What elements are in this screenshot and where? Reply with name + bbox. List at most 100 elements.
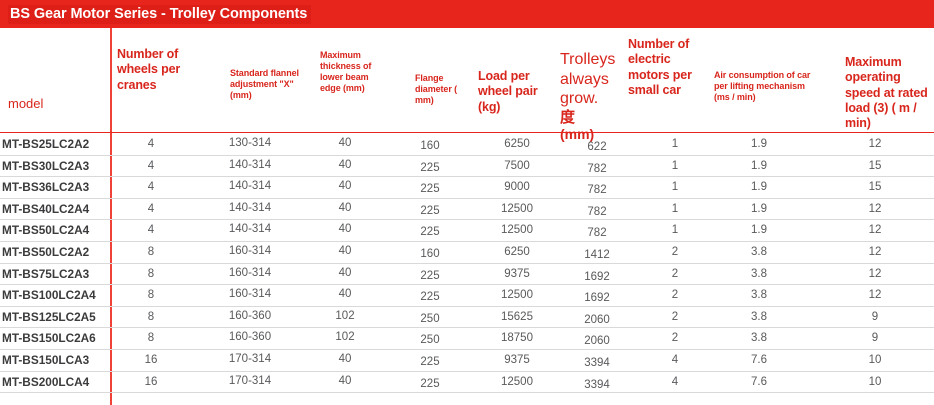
cell-wheels: 4 <box>147 138 155 150</box>
cell-model: MT-BS100LC2A4 <box>2 288 96 303</box>
cell-air: 3.8 <box>751 267 767 280</box>
cell-air: 7.6 <box>751 375 767 388</box>
column-header-load-per-wheel-pair: Load per wheel pair (kg) <box>478 69 538 114</box>
cell-grow: 782 <box>587 227 607 240</box>
column-header-grow-cjk-glyph: 度 <box>560 108 576 126</box>
cell-model: MT-BS36LC2A3 <box>2 180 90 195</box>
cell-motors: 1 <box>671 202 679 215</box>
table-body: MT-BS25LC2A2 4 130-314 40 160 6250 622 1 1.9 12 MT… <box>0 134 934 394</box>
cell-motors: 2 <box>671 310 679 323</box>
cell-load: 6250 <box>504 245 530 258</box>
cell-motors: 1 <box>671 224 679 237</box>
cell-model: MT-BS200LCA4 <box>2 374 90 389</box>
cell-thickness: 40 <box>338 201 352 214</box>
cell-flange: 225 <box>420 269 440 282</box>
cell-load: 7500 <box>504 159 530 172</box>
cell-wheels: 4 <box>147 224 155 237</box>
cell-flannel: 160-314 <box>228 244 272 257</box>
table-header-row: model Number of wheels per cranes Standa… <box>0 28 934 142</box>
cell-grow: 1692 <box>584 292 610 305</box>
cell-flange: 225 <box>420 204 440 217</box>
cell-grow: 1412 <box>584 248 610 261</box>
cell-flannel: 140-314 <box>228 158 272 171</box>
cell-model: MT-BS50LC2A4 <box>2 223 90 238</box>
cell-speed: 9 <box>871 310 879 323</box>
cell-speed: 15 <box>868 159 882 172</box>
cell-model: MT-BS40LC2A4 <box>2 201 90 216</box>
cell-motors: 1 <box>671 181 679 194</box>
cell-air: 7.6 <box>751 353 767 366</box>
cell-motors: 2 <box>671 245 679 258</box>
cell-wheels: 4 <box>147 159 155 172</box>
table-row: MT-BS50LC2A4 4 140-314 40 225 12500 782 1 1.9 12 <box>0 220 934 242</box>
cell-model: MT-BS150LCA3 <box>2 352 90 367</box>
cell-model: MT-BS30LC2A3 <box>2 158 90 173</box>
column-header-air-consumption: Air consumption of car per lifting mecha… <box>714 70 811 102</box>
table-row: MT-BS40LC2A4 4 140-314 40 225 12500 782 1 1.9 12 <box>0 199 934 221</box>
cell-grow: 622 <box>587 141 607 153</box>
cell-load: 18750 <box>501 332 533 345</box>
column-header-electric-motors-per-small-car: Number of electric motors per small car <box>628 37 692 97</box>
cell-model: MT-BS125LC2A5 <box>2 309 96 324</box>
cell-flange: 160 <box>420 140 440 152</box>
cell-flannel: 160-360 <box>228 331 272 344</box>
cell-thickness: 40 <box>338 180 352 193</box>
spec-table: model Number of wheels per cranes Standa… <box>0 28 934 405</box>
cell-wheels: 8 <box>147 267 155 280</box>
cell-wheels: 16 <box>144 375 158 388</box>
cell-air: 1.9 <box>751 224 767 237</box>
cell-model: MT-BS50LC2A2 <box>2 244 90 259</box>
table-row: MT-BS150LCA3 16 170-314 40 225 9375 3394 4 7.6 10 <box>0 350 934 372</box>
cell-speed: 15 <box>868 181 882 194</box>
title-bar: BS Gear Motor Series - Trolley Component… <box>0 0 934 28</box>
cell-speed: 12 <box>868 224 882 237</box>
table-row: MT-BS75LC2A3 8 160-314 40 225 9375 1692 2 3.8 12 <box>0 264 934 286</box>
column-header-wheels-per-crane: Number of wheels per cranes <box>117 47 181 92</box>
cell-flannel: 170-314 <box>228 374 272 387</box>
cell-load: 9375 <box>504 353 530 366</box>
cell-motors: 1 <box>671 159 679 172</box>
cell-wheels: 8 <box>147 332 155 345</box>
cell-load: 15625 <box>501 310 533 323</box>
cell-flannel: 170-314 <box>228 352 272 365</box>
column-header-max-operating-speed: Maximum operating speed at rated load (3… <box>845 55 928 130</box>
column-header-trolleys-always-grow: Trolleys always grow. 度 (mm) <box>560 50 636 143</box>
cell-motors: 4 <box>671 353 679 366</box>
cell-thickness: 102 <box>335 309 355 322</box>
cell-wheels: 8 <box>147 245 155 258</box>
column-header-model: model <box>8 96 44 111</box>
table-row: MT-BS150LC2A6 8 160-360 102 250 18750 2060 2 3.8… <box>0 328 934 350</box>
cell-thickness: 40 <box>338 137 352 149</box>
table-row: MT-BS30LC2A3 4 140-314 40 225 7500 782 1 1.9 15 <box>0 156 934 178</box>
cell-air: 3.8 <box>751 245 767 258</box>
cell-speed: 10 <box>868 375 882 388</box>
cell-flange: 225 <box>420 226 440 239</box>
column-header-grow-unit: (mm) <box>560 125 595 142</box>
cell-thickness: 40 <box>338 374 352 387</box>
cell-model: MT-BS150LC2A6 <box>2 331 96 346</box>
header-separator-rule <box>0 132 934 133</box>
cell-flannel: 140-314 <box>228 201 272 214</box>
cell-grow: 3394 <box>584 356 610 369</box>
cell-thickness: 102 <box>335 331 355 344</box>
cell-flange: 160 <box>420 247 440 260</box>
cell-air: 3.8 <box>751 310 767 323</box>
cell-grow: 782 <box>587 205 607 218</box>
cell-grow: 782 <box>587 162 607 175</box>
cell-wheels: 8 <box>147 310 155 323</box>
model-column-divider <box>110 28 112 405</box>
cell-speed: 12 <box>868 138 882 150</box>
cell-motors: 2 <box>671 289 679 302</box>
cell-flannel: 140-314 <box>228 180 272 193</box>
cell-air: 1.9 <box>751 138 767 150</box>
cell-thickness: 40 <box>338 352 352 365</box>
cell-motors: 2 <box>671 267 679 280</box>
cell-flange: 225 <box>420 291 440 304</box>
cell-load: 12500 <box>501 289 533 302</box>
page-title: BS Gear Motor Series - Trolley Component… <box>8 5 312 24</box>
cell-flange: 225 <box>420 377 440 390</box>
cell-flange: 225 <box>420 161 440 174</box>
cell-flannel: 130-314 <box>228 137 272 149</box>
cell-speed: 12 <box>868 245 882 258</box>
cell-air: 3.8 <box>751 289 767 302</box>
